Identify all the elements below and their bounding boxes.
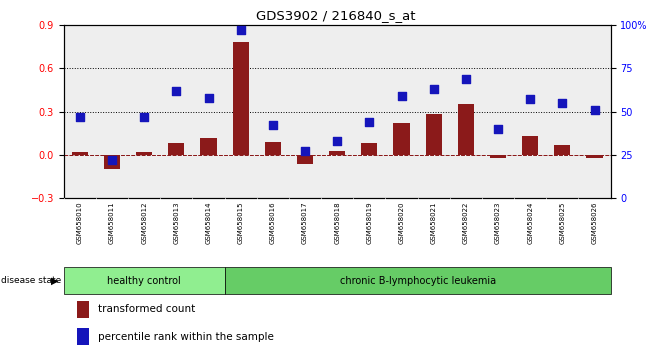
Bar <box>265 142 281 155</box>
Text: GDS3902 / 216840_s_at: GDS3902 / 216840_s_at <box>256 9 415 22</box>
Bar <box>201 137 217 155</box>
Bar <box>297 155 313 164</box>
Point <box>171 88 182 93</box>
Bar <box>586 155 603 158</box>
Point <box>428 86 439 92</box>
Text: percentile rank within the sample: percentile rank within the sample <box>98 332 274 342</box>
Bar <box>458 104 474 155</box>
FancyBboxPatch shape <box>64 267 225 294</box>
Bar <box>104 155 120 169</box>
Bar <box>77 301 89 318</box>
Point <box>557 100 568 105</box>
Point <box>203 95 214 101</box>
Bar <box>425 114 442 155</box>
Text: GSM658016: GSM658016 <box>270 202 276 244</box>
Bar <box>72 152 88 155</box>
Text: GSM658014: GSM658014 <box>205 202 211 244</box>
Text: GSM658019: GSM658019 <box>366 202 372 244</box>
Bar <box>490 155 506 158</box>
Text: GSM658015: GSM658015 <box>238 202 244 244</box>
Text: GSM658024: GSM658024 <box>527 202 533 244</box>
Text: GSM658013: GSM658013 <box>173 202 179 244</box>
Text: GSM658017: GSM658017 <box>302 202 308 244</box>
Text: GSM658025: GSM658025 <box>560 202 566 244</box>
Point <box>236 27 246 33</box>
Point <box>364 119 374 125</box>
Text: GSM658011: GSM658011 <box>109 202 115 244</box>
Point <box>396 93 407 99</box>
Text: healthy control: healthy control <box>107 275 181 286</box>
Point <box>268 122 278 128</box>
Text: GSM658022: GSM658022 <box>463 202 469 244</box>
Bar <box>168 143 185 155</box>
Bar <box>233 42 249 155</box>
Bar <box>393 123 409 155</box>
Point <box>460 76 471 81</box>
Text: transformed count: transformed count <box>98 304 195 314</box>
Text: GSM658018: GSM658018 <box>334 202 340 244</box>
Point <box>74 114 85 120</box>
Point <box>107 157 117 163</box>
Bar <box>329 150 345 155</box>
Text: GSM658010: GSM658010 <box>76 202 83 244</box>
Bar <box>554 145 570 155</box>
Text: ▶: ▶ <box>51 275 59 286</box>
Text: chronic B-lymphocytic leukemia: chronic B-lymphocytic leukemia <box>340 275 496 286</box>
Point <box>300 149 311 154</box>
Text: disease state: disease state <box>1 276 61 285</box>
Point <box>525 97 535 102</box>
Text: GSM658012: GSM658012 <box>141 202 147 244</box>
FancyBboxPatch shape <box>225 267 611 294</box>
Bar <box>522 136 538 155</box>
Bar <box>77 328 89 345</box>
Point <box>493 126 503 132</box>
Text: GSM658021: GSM658021 <box>431 202 437 244</box>
Text: GSM658026: GSM658026 <box>592 202 598 244</box>
Point <box>589 107 600 113</box>
Point <box>332 138 343 144</box>
Bar <box>136 152 152 155</box>
Text: GSM658023: GSM658023 <box>495 202 501 244</box>
Text: GSM658020: GSM658020 <box>399 202 405 244</box>
Bar <box>361 143 377 155</box>
Point <box>139 114 150 120</box>
